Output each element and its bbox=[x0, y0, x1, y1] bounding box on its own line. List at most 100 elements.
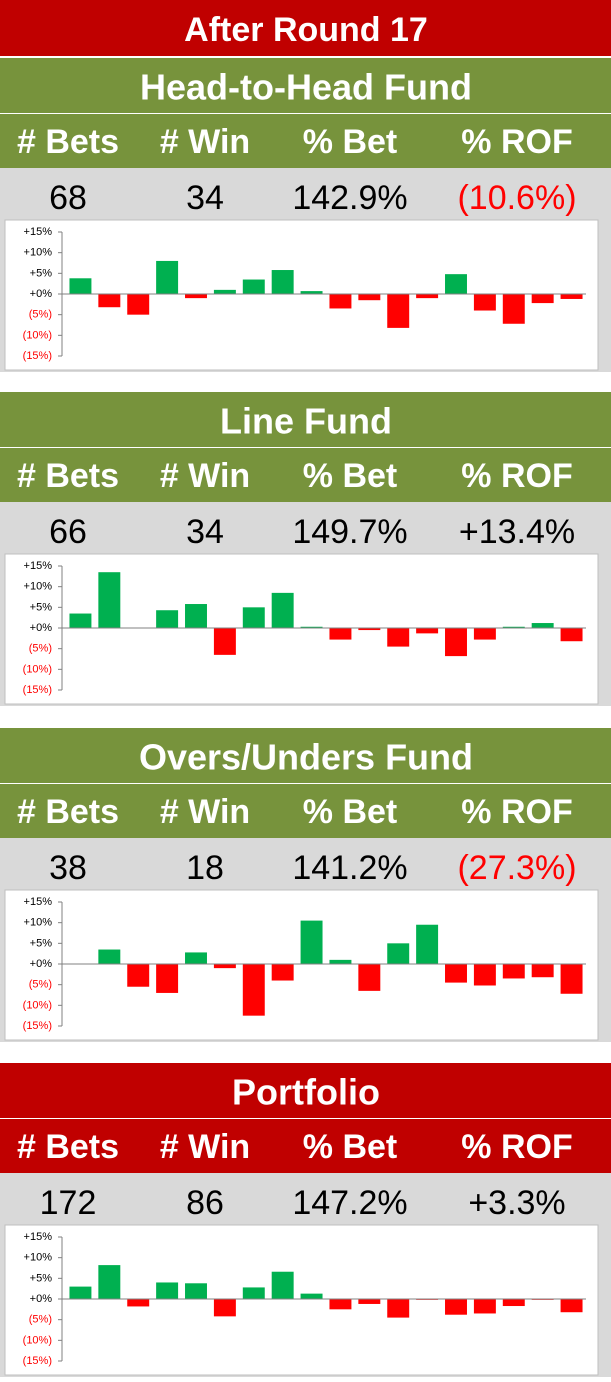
stat-value: 142.9% bbox=[292, 179, 407, 217]
y-tick-label: (10%) bbox=[23, 663, 52, 675]
stat-value: 38 bbox=[49, 849, 87, 887]
y-tick-label: +15% bbox=[24, 226, 53, 238]
column-header: # Bets bbox=[17, 457, 119, 495]
bar bbox=[242, 1287, 265, 1299]
bar bbox=[69, 1286, 92, 1299]
bar bbox=[445, 274, 467, 294]
section-header bbox=[0, 58, 611, 113]
column-header-row bbox=[0, 448, 611, 502]
column-header: # Win bbox=[160, 1128, 250, 1166]
bar bbox=[98, 949, 121, 964]
bar bbox=[329, 959, 352, 964]
stat-value: 66 bbox=[49, 513, 87, 551]
y-tick-label: (15%) bbox=[23, 350, 52, 362]
bar bbox=[156, 964, 179, 993]
y-tick-label: +15% bbox=[24, 896, 53, 908]
column-header: % Bet bbox=[303, 457, 397, 495]
column-header-row bbox=[0, 1119, 611, 1173]
section-header bbox=[0, 392, 611, 447]
stat-value: 86 bbox=[186, 1184, 224, 1222]
section-header bbox=[0, 1063, 611, 1118]
section-title: Head-to-Head Fund bbox=[140, 67, 472, 108]
bar bbox=[329, 1299, 352, 1310]
bar bbox=[560, 628, 583, 642]
y-tick-label: +10% bbox=[24, 917, 53, 929]
y-tick-label: +0% bbox=[30, 1293, 53, 1305]
bar bbox=[271, 964, 294, 981]
bar bbox=[531, 294, 554, 304]
bar bbox=[242, 607, 265, 628]
bar bbox=[69, 613, 92, 628]
bar bbox=[502, 964, 525, 979]
stat-value: +3.3% bbox=[468, 1184, 565, 1222]
bar bbox=[387, 1299, 410, 1318]
y-tick-label: (5%) bbox=[29, 309, 52, 321]
bar bbox=[185, 1283, 207, 1299]
chart-box bbox=[4, 1224, 599, 1376]
column-header: # Bets bbox=[17, 123, 119, 161]
stat-value: 172 bbox=[40, 1184, 97, 1222]
bar bbox=[300, 291, 323, 294]
column-header-row bbox=[0, 114, 611, 168]
y-tick-label: +5% bbox=[30, 937, 53, 949]
column-header: # Bets bbox=[17, 793, 119, 831]
bar bbox=[300, 626, 323, 628]
column-header: % Bet bbox=[303, 123, 397, 161]
y-tick-label: (5%) bbox=[29, 979, 52, 991]
column-header: # Win bbox=[160, 793, 250, 831]
bar bbox=[185, 604, 207, 628]
bar bbox=[329, 628, 352, 640]
bar bbox=[416, 294, 439, 299]
bar bbox=[358, 628, 381, 631]
stat-value: 141.2% bbox=[292, 849, 407, 887]
title: After Round 17 bbox=[184, 11, 428, 49]
bar bbox=[213, 964, 236, 969]
column-header: % ROF bbox=[461, 457, 572, 495]
column-header: % ROF bbox=[461, 1128, 572, 1166]
bar bbox=[387, 628, 410, 647]
y-tick-label: (15%) bbox=[23, 684, 52, 696]
y-tick-label: (10%) bbox=[23, 999, 52, 1011]
bar bbox=[242, 964, 265, 1016]
bar bbox=[502, 294, 525, 324]
column-header: % ROF bbox=[461, 793, 572, 831]
bar bbox=[213, 289, 236, 294]
bar bbox=[473, 1299, 496, 1314]
chart-box bbox=[4, 889, 599, 1041]
bar bbox=[416, 924, 439, 964]
y-tick-label: +15% bbox=[24, 1231, 53, 1243]
column-header: # Win bbox=[160, 457, 250, 495]
stat-value: 18 bbox=[186, 849, 224, 887]
bar bbox=[358, 1299, 381, 1304]
y-tick-label: (15%) bbox=[23, 1355, 52, 1367]
bar bbox=[531, 623, 554, 628]
y-tick-label: +0% bbox=[30, 622, 53, 634]
stat-value: 68 bbox=[49, 179, 87, 217]
y-tick-label: +0% bbox=[30, 958, 53, 970]
bar bbox=[98, 572, 121, 628]
chart-box bbox=[4, 553, 599, 705]
y-tick-label: (5%) bbox=[29, 1314, 52, 1326]
bar bbox=[185, 294, 207, 299]
stat-value: (10.6%) bbox=[457, 179, 576, 217]
bar bbox=[185, 952, 207, 964]
column-header: % Bet bbox=[303, 793, 397, 831]
stat-value: +13.4% bbox=[459, 513, 575, 551]
bar bbox=[387, 943, 410, 964]
column-header: # Bets bbox=[17, 1128, 119, 1166]
bar bbox=[271, 1271, 294, 1299]
stat-value: 34 bbox=[186, 179, 224, 217]
bar bbox=[127, 294, 150, 315]
bar bbox=[531, 964, 554, 978]
y-tick-label: +10% bbox=[24, 247, 53, 259]
bar bbox=[473, 294, 496, 311]
bar bbox=[358, 964, 381, 991]
column-header: % Bet bbox=[303, 1128, 397, 1166]
stat-value: (27.3%) bbox=[457, 849, 576, 887]
stat-value: 34 bbox=[186, 513, 224, 551]
y-tick-label: (5%) bbox=[29, 643, 52, 655]
column-header: # Win bbox=[160, 123, 250, 161]
stat-value: 147.2% bbox=[292, 1184, 407, 1222]
bar bbox=[416, 628, 439, 634]
